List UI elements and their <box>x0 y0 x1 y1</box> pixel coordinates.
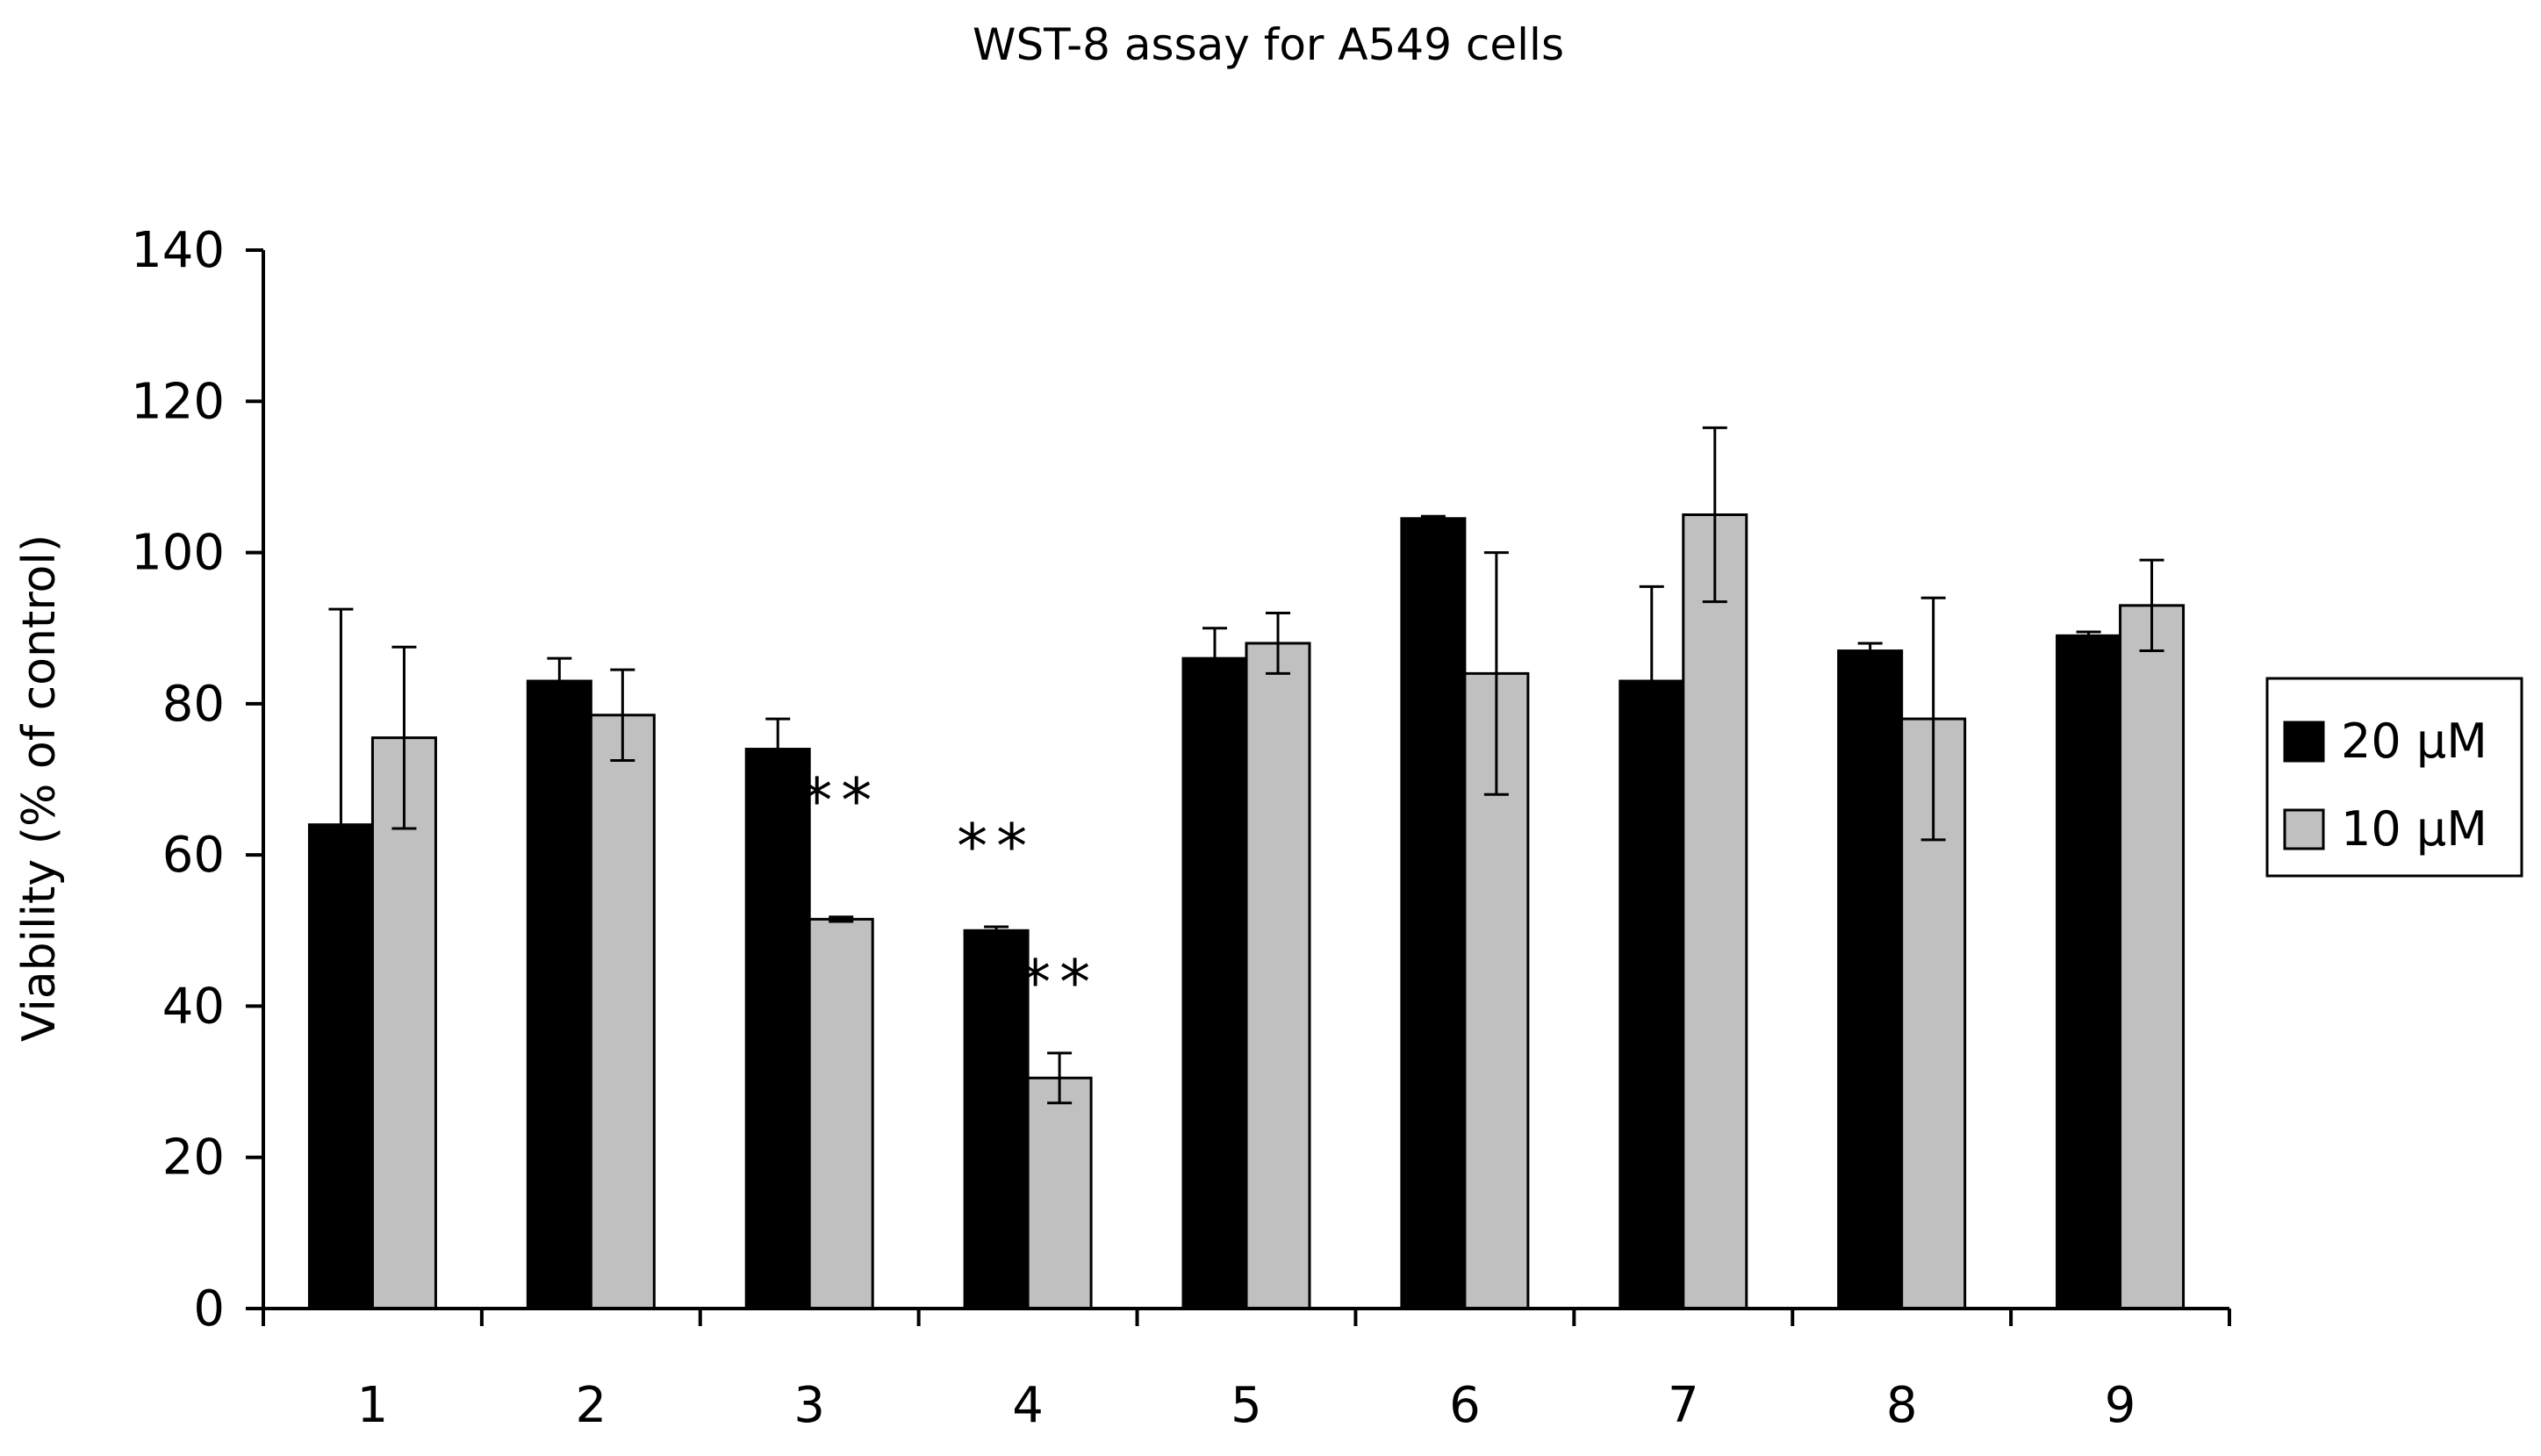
y-tick-label: 100 <box>131 525 225 582</box>
x-tick-label: 3 <box>793 1377 825 1434</box>
legend-swatch-10uM <box>2283 808 2325 850</box>
bar-20uM <box>1400 517 1467 1310</box>
bar-10uM <box>1682 513 1748 1310</box>
bar-20uM <box>1837 649 1904 1310</box>
y-tick-label: 20 <box>162 1130 225 1187</box>
plot-area: 0 20 40 60 80 100 120 140 1 2 3 4 5 6 7 8 9 ** ** ** <box>131 222 2231 1434</box>
bar-20uM <box>1619 679 1685 1310</box>
x-tick-label: 2 <box>576 1377 607 1434</box>
bar-20uM <box>744 748 811 1310</box>
x-tick-label: 7 <box>1668 1377 1699 1434</box>
y-tick-label: 40 <box>162 978 225 1035</box>
x-tick-label: 1 <box>357 1377 389 1434</box>
bar-10uM <box>2119 604 2186 1310</box>
legend: 20 µM 10 µM <box>2265 677 2523 878</box>
x-tick-label: 8 <box>1886 1377 1918 1434</box>
y-tick-label: 120 <box>131 373 225 430</box>
bar-20uM <box>1181 656 1248 1310</box>
significance-marker: ** <box>801 765 880 837</box>
y-tick-label: 60 <box>162 827 225 884</box>
bar-10uM <box>1245 642 1311 1310</box>
chart-title: WST-8 assay for A549 cells <box>973 19 1564 70</box>
x-tick-label: 4 <box>1012 1377 1044 1434</box>
y-tick-label: 80 <box>162 676 225 733</box>
y-tick-label: 140 <box>131 222 225 279</box>
bar-20uM <box>2056 634 2122 1310</box>
x-tick-label: 9 <box>2105 1377 2136 1434</box>
y-tick-label: 0 <box>193 1280 225 1338</box>
bar-10uM <box>808 917 874 1310</box>
legend-label-10uM: 10 µM <box>2341 801 2487 857</box>
legend-label-20uM: 20 µM <box>2341 714 2487 769</box>
bar-20uM <box>963 929 1030 1310</box>
x-tick-label: 6 <box>1449 1377 1481 1434</box>
y-axis-title: Viability (% of control) <box>13 534 66 1042</box>
significance-marker: ** <box>1020 946 1099 1018</box>
bar-10uM <box>1026 1076 1093 1310</box>
bar-20uM <box>526 679 592 1310</box>
significance-marker: ** <box>957 810 1036 882</box>
bar-10uM <box>589 714 656 1310</box>
legend-swatch-20uM <box>2283 721 2325 763</box>
x-tick-label: 5 <box>1231 1377 1262 1434</box>
